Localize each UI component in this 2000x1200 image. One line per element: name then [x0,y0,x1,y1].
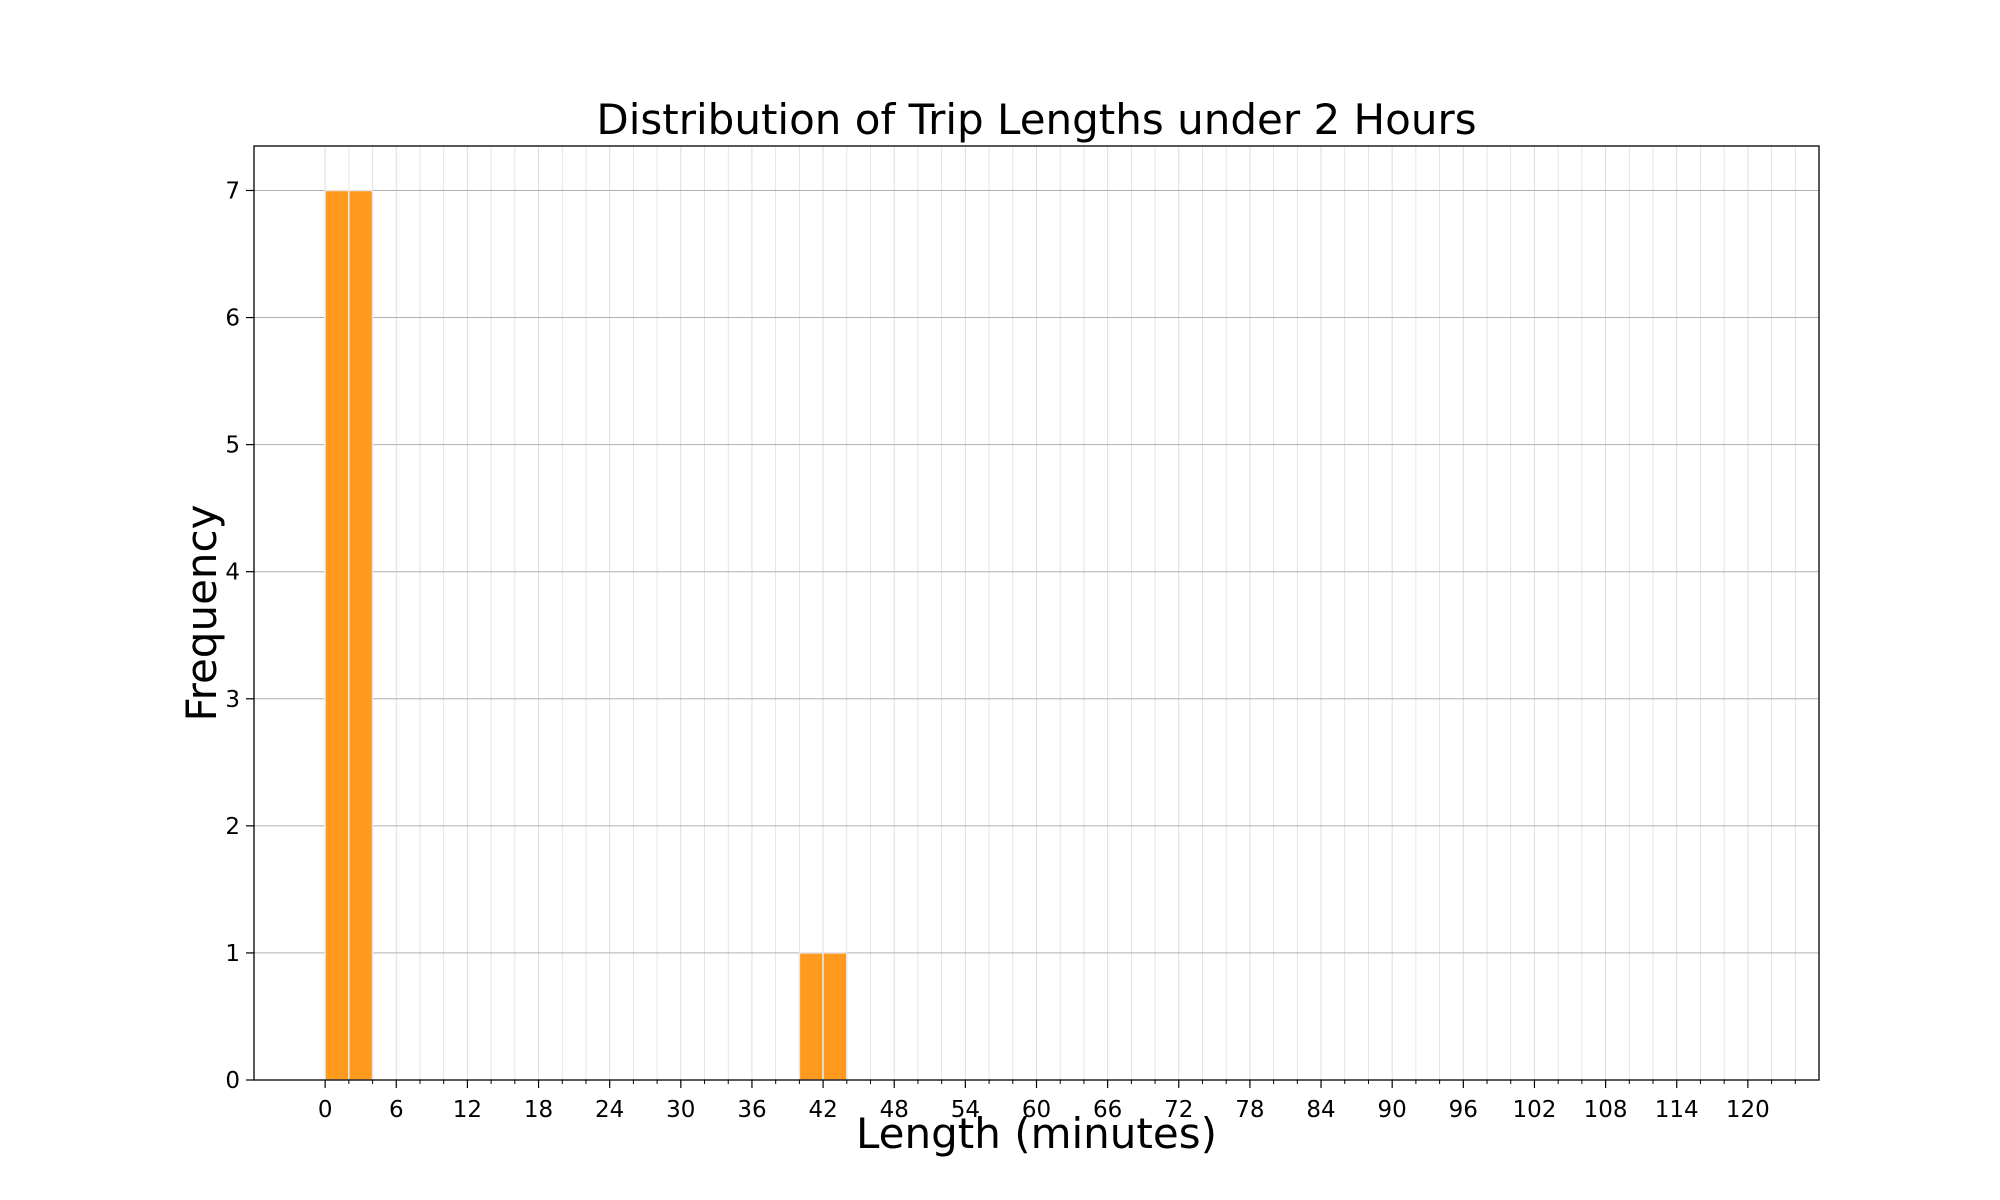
x-tick-label: 108 [1584,1097,1628,1123]
x-tick-label: 6 [389,1097,404,1123]
y-axis-ticks: 0 1 2 3 4 5 6 7 [225,178,254,1094]
x-tick-label: 30 [666,1097,695,1123]
histogram-bar [822,952,848,1081]
x-tick-label: 36 [737,1097,766,1123]
histogram-bar [798,952,824,1081]
x-tick-label: 54 [951,1097,980,1123]
x-tick-label: 78 [1235,1097,1264,1123]
x-tick-label: 72 [1164,1097,1193,1123]
x-tick-label: 84 [1306,1097,1335,1123]
x-tick-label: 42 [808,1097,837,1123]
x-tick-label: 48 [880,1097,909,1123]
y-tick-label: 2 [225,814,240,840]
chart-title: Distribution of Trip Lengths under 2 Hou… [596,95,1476,144]
x-axis-label: Length (minutes) [856,1109,1217,1158]
histogram-bar [324,189,350,1081]
y-tick-label: 1 [225,941,240,967]
minor-grid [348,146,1796,1080]
x-tick-label: 96 [1449,1097,1478,1123]
x-tick-label: 90 [1378,1097,1407,1123]
y-tick-label: 5 [225,433,240,459]
y-tick-label: 4 [225,560,240,586]
x-tick-label: 18 [524,1097,553,1123]
x-tick-label: 114 [1655,1097,1699,1123]
y-axis-label: Frequency [177,505,226,722]
x-tick-label: 120 [1726,1097,1770,1123]
histogram-bar [348,189,374,1081]
x-tick-label: 60 [1022,1097,1051,1123]
y-tick-label: 6 [225,306,240,332]
x-tick-label: 66 [1093,1097,1122,1123]
x-tick-label: 24 [595,1097,624,1123]
x-tick-label: 102 [1513,1097,1557,1123]
major-grid [254,146,1819,1081]
y-tick-label: 3 [225,687,240,713]
y-tick-label: 0 [225,1068,240,1094]
x-tick-label: 0 [318,1097,333,1123]
x-axis-ticks: 0 6 12 18 24 30 36 42 48 54 60 66 72 78 84 90 96 102 108 11… [318,1080,1796,1123]
x-tick-label: 12 [453,1097,482,1123]
y-tick-label: 7 [225,178,240,204]
